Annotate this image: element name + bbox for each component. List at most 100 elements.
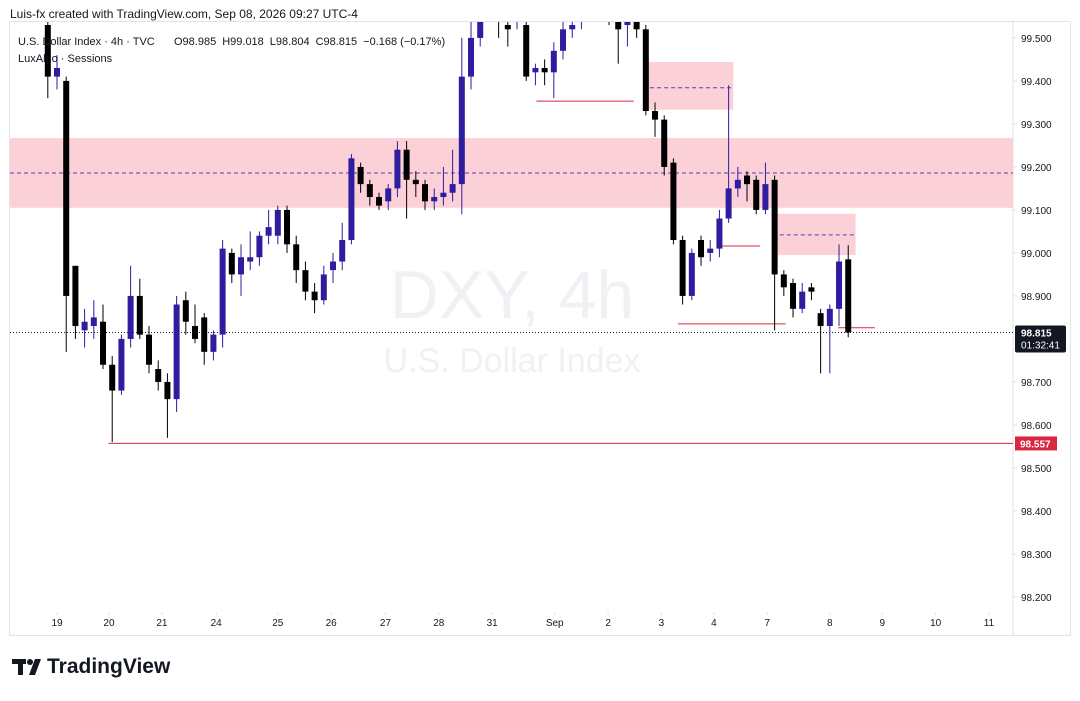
candle-body (725, 188, 732, 219)
candle-body (155, 369, 162, 382)
watermark-sub: U.S. Dollar Index (384, 342, 641, 380)
candle-body (127, 295, 134, 339)
candle-body (256, 235, 263, 258)
candle-body (532, 68, 539, 73)
x-tick-label: 10 (930, 618, 942, 629)
candle-body (330, 261, 337, 271)
watermark: DXY, 4h (390, 257, 634, 333)
candle-body (348, 158, 355, 241)
chart-frame (9, 21, 1071, 636)
candle-body (716, 218, 723, 249)
candle-body (541, 68, 548, 73)
header: Luis-fx created with TradingView.com, Se… (10, 7, 358, 21)
candle-body (357, 166, 364, 185)
candle-body (679, 240, 686, 296)
candle-body (238, 257, 245, 275)
candle-body (826, 308, 833, 327)
candle-body (136, 295, 143, 335)
candle-body (431, 197, 438, 202)
x-tick-label: 3 (659, 618, 665, 629)
candle-body (670, 162, 677, 241)
candle-body (624, 22, 631, 26)
candle-body (164, 381, 171, 400)
legend-title: U.S. Dollar Index · 4h · TVC (18, 36, 155, 48)
y-tick-label: 98.900 (1021, 292, 1052, 303)
last-price-label: 98.815 (1021, 328, 1052, 339)
candle-body (762, 184, 769, 210)
candle-body (201, 317, 208, 352)
candle-body (845, 259, 852, 333)
candle-body (661, 119, 668, 167)
candle-body (90, 317, 97, 327)
candle-body (652, 111, 659, 120)
legend-value: O98.985 (174, 36, 216, 48)
y-tick-label: 99.500 (1021, 34, 1052, 45)
y-tick-label: 98.600 (1021, 421, 1052, 432)
candle-body (219, 248, 226, 335)
x-tick-label: 24 (211, 618, 223, 629)
candle-body (109, 364, 116, 391)
x-tick-label: 26 (326, 618, 338, 629)
candle-body (753, 179, 760, 210)
candle-body (311, 291, 318, 301)
plot (44, 0, 852, 443)
candle-body (302, 270, 309, 292)
legend-value: −0.168 (−0.17%) (363, 36, 445, 48)
candle-body (468, 37, 475, 77)
countdown: 01:32:41 (1021, 340, 1060, 351)
brand: TradingView (47, 655, 171, 678)
candle-body (146, 334, 153, 365)
x-tick-label: 21 (156, 618, 168, 629)
candle-body (744, 175, 751, 185)
candle-body (440, 192, 447, 198)
candle-body (284, 209, 291, 245)
last-price-tag (1015, 325, 1066, 353)
y-tick-label: 98.500 (1021, 464, 1052, 475)
x-tick-label: 31 (487, 618, 499, 629)
candle-body (339, 240, 346, 262)
x-tick-label: 7 (764, 618, 770, 629)
candle-body (54, 68, 61, 77)
candle-body (633, 22, 640, 30)
x-tick-label: 4 (711, 618, 717, 629)
candle-body (550, 50, 557, 73)
candle-body (615, 22, 622, 30)
candle-body (707, 248, 714, 253)
candle-body (817, 313, 824, 327)
candle-body (588, 0, 594, 4)
y-tick-label: 98.300 (1021, 550, 1052, 561)
overlay: 98.200 98.300 98.400 98.500 98.600 98.700 98.8… (18, 34, 1066, 629)
candle-body (597, 0, 603, 8)
candle-body (836, 261, 843, 309)
candle-body (523, 25, 530, 77)
candle-body (44, 25, 51, 77)
legend-value: C98.815 (316, 36, 358, 48)
x-tick-label: 9 (879, 618, 885, 629)
candle-body (449, 184, 456, 193)
candle-body (799, 291, 806, 309)
candle-body (320, 274, 327, 301)
candle-body (210, 334, 217, 352)
y-tick-label: 99.000 (1021, 249, 1052, 260)
candle-body (81, 321, 88, 331)
candle-body (182, 300, 189, 322)
candle-body (173, 304, 180, 400)
candle-body (72, 265, 79, 327)
candle-body (100, 321, 107, 365)
candle-body (63, 80, 70, 296)
candle-body (486, 0, 492, 4)
candle-body (734, 179, 741, 189)
swing-low-tag (1015, 436, 1057, 451)
candle-body (698, 240, 705, 258)
candle-body (385, 188, 392, 202)
x-tick-label: 11 (984, 618, 995, 629)
x-tick-label: Sep (546, 618, 564, 629)
x-tick-label: 19 (51, 618, 63, 629)
indicator-label: LuxAlgo · Sessions (18, 53, 113, 65)
candle-body (514, 12, 520, 16)
candle-body (412, 179, 419, 185)
candle-body (422, 184, 429, 202)
candle-body (496, 4, 502, 17)
